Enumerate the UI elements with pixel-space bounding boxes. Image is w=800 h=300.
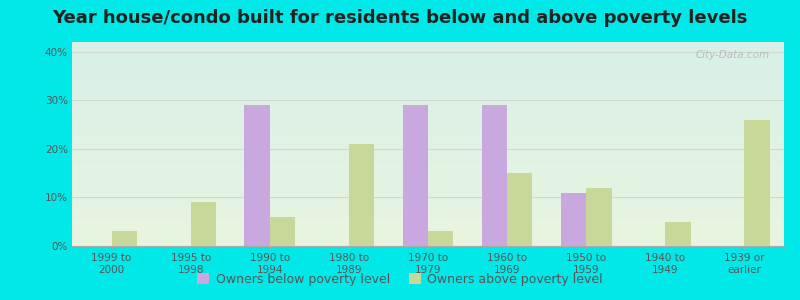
Bar: [245, 105, 270, 246]
Bar: [428, 231, 454, 246]
Bar: [270, 217, 295, 246]
Bar: [666, 222, 690, 246]
Bar: [190, 202, 216, 246]
Legend: Owners below poverty level, Owners above poverty level: Owners below poverty level, Owners above…: [192, 268, 608, 291]
Bar: [507, 173, 533, 246]
Bar: [402, 105, 428, 246]
Bar: [745, 120, 770, 246]
Text: City-Data.com: City-Data.com: [696, 50, 770, 60]
Bar: [586, 188, 611, 246]
Bar: [349, 144, 374, 246]
Bar: [111, 231, 137, 246]
Bar: [482, 105, 507, 246]
Text: Year house/condo built for residents below and above poverty levels: Year house/condo built for residents bel…: [52, 9, 748, 27]
Bar: [561, 193, 586, 246]
